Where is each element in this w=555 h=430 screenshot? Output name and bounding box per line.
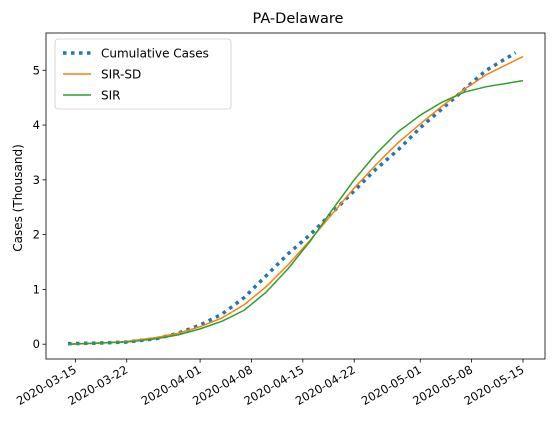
chart-title: PA-Delaware [253, 11, 344, 27]
y-tick-label: 5 [33, 63, 40, 77]
legend-box [54, 38, 232, 110]
y-tick-label: 3 [33, 173, 40, 187]
legend: Cumulative Cases SIR-SD SIR [54, 38, 232, 110]
legend-label-sir: SIR [101, 89, 121, 103]
y-tick-label: 0 [33, 337, 40, 351]
series-line-sir-sd [67, 55, 524, 345]
series-line-sir [67, 79, 524, 345]
plot-frame [45, 32, 546, 360]
y-tick-label: 1 [33, 282, 40, 296]
legend-label-sir-sd: SIR-SD [101, 68, 141, 82]
y-tick-label: 2 [33, 228, 40, 242]
y-axis-title: Cases (Thousand) [11, 144, 25, 252]
legend-label-cumulative-cases: Cumulative Cases [101, 47, 209, 61]
series-layer [67, 51, 524, 346]
y-tick-label: 4 [33, 118, 40, 132]
